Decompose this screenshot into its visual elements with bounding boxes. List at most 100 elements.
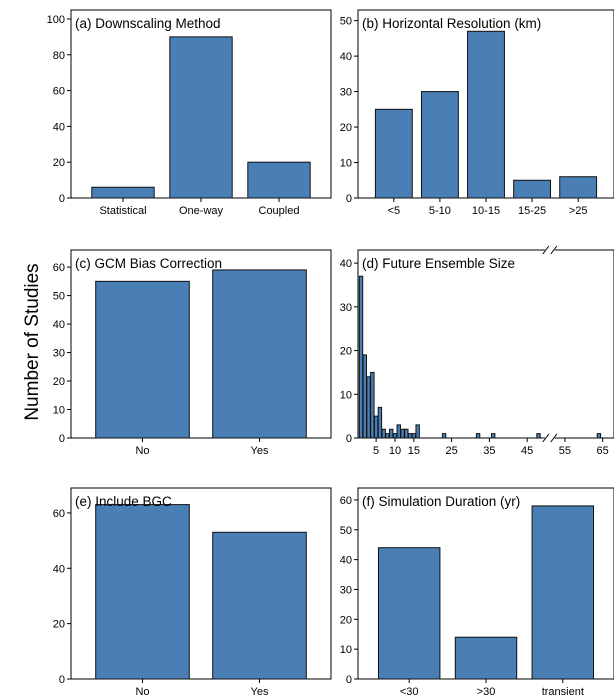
- y-tick-label: 50: [53, 291, 65, 303]
- bar: [377, 406, 383, 439]
- bar: [415, 424, 420, 439]
- y-tick-label: 30: [340, 584, 352, 596]
- bar: [374, 108, 413, 199]
- y-tick-label: 50: [340, 525, 352, 537]
- y-tick-label: 20: [53, 376, 65, 388]
- panel-a: 0 20 40 60 80 100 Statistical One-way Coupled (a)…: [47, 9, 332, 217]
- bar: [404, 428, 409, 439]
- bar: [467, 30, 505, 199]
- x-tick-label: transient: [542, 686, 584, 697]
- panel-title: (a) Downscaling Method: [75, 16, 221, 31]
- axis-break-mark: [550, 433, 558, 443]
- x-tick-label: 5: [373, 445, 379, 457]
- y-tick-label: 20: [340, 614, 352, 626]
- panel-e: 0 20 40 60 No Yes (e) Include BGC: [53, 487, 332, 697]
- y-tick-label: 60: [53, 508, 65, 520]
- axis-break-mark: [542, 433, 550, 443]
- bar: [358, 275, 364, 439]
- y-tick-label: 60: [53, 86, 65, 98]
- x-tick-label: 25: [446, 445, 458, 457]
- y-tick-label: 0: [59, 674, 65, 686]
- panel-frame: [70, 487, 332, 680]
- x-tick-label: 35: [483, 445, 495, 457]
- y-tick-label: 10: [340, 389, 352, 401]
- bar: [490, 433, 496, 439]
- y-tick-label: 30: [340, 87, 352, 99]
- y-tick-label: 10: [340, 644, 352, 656]
- x-tick-label: <30: [400, 686, 419, 697]
- bar: [370, 371, 375, 439]
- bar: [91, 186, 155, 199]
- x-tick-label: 10: [389, 445, 401, 457]
- bar: [596, 433, 602, 439]
- axis-break-gap: [544, 245, 555, 255]
- bar: [212, 269, 307, 439]
- bar: [381, 428, 386, 439]
- bar: [212, 531, 307, 680]
- bar: [373, 415, 379, 439]
- panel-frame: [70, 249, 332, 439]
- y-tick-label: 40: [53, 563, 65, 575]
- x-tick-label: Yes: [251, 686, 269, 697]
- panel-title: (e) Include BGC: [75, 494, 172, 509]
- panel-b: 0 10 20 30 40 50 <5 5-10 10-15 15-25 >25 (b) Horizo…: [340, 9, 614, 217]
- bar: [385, 433, 390, 439]
- axis-break-gap: [544, 433, 555, 443]
- x-tick-label: >30: [477, 686, 496, 697]
- panel-frame: [357, 249, 614, 439]
- bar: [536, 433, 541, 439]
- y-tick-label: 20: [340, 346, 352, 358]
- panel-title: (b) Horizontal Resolution (km): [362, 16, 541, 31]
- x-tick-label: >25: [569, 205, 588, 217]
- bar: [377, 547, 441, 680]
- y-tick-label: 80: [53, 50, 65, 62]
- bar: [531, 505, 595, 680]
- panel-title: (f) Simulation Duration (yr): [362, 494, 520, 509]
- x-tick-label: 15: [408, 445, 420, 457]
- panel-d: 0 10 20 30 40 5 10 15 25 35 45 55 65 (d) Future Ensem…: [340, 245, 614, 457]
- bar: [400, 428, 405, 439]
- bar: [389, 428, 394, 439]
- y-tick-label: 0: [59, 193, 65, 205]
- x-tick-label: 65: [597, 445, 609, 457]
- y-tick-label: 60: [53, 262, 65, 274]
- bar: [441, 433, 447, 439]
- x-tick-label: <5: [388, 205, 401, 217]
- y-tick-label: 60: [340, 495, 352, 507]
- bar: [392, 433, 398, 439]
- y-axis-label: Number of Studies: [22, 263, 43, 420]
- y-tick-label: 0: [346, 193, 352, 205]
- bar: [247, 161, 311, 199]
- bar: [407, 433, 413, 439]
- bar: [420, 91, 459, 199]
- y-tick-label: 10: [340, 158, 352, 170]
- x-tick-label: Yes: [251, 445, 269, 457]
- x-tick-label: 5-10: [429, 205, 451, 217]
- x-tick-label: 10-15: [472, 205, 500, 217]
- y-tick-label: 20: [53, 157, 65, 169]
- y-tick-label: 0: [59, 433, 65, 445]
- x-tick-label: Coupled: [259, 205, 300, 217]
- y-tick-label: 10: [53, 405, 65, 417]
- panel-f: 0 10 20 30 40 50 60 <30 >30 transient (f) Simulati…: [340, 487, 614, 697]
- y-tick-label: 0: [346, 433, 352, 445]
- panel-c: 0 10 20 30 40 50 60 No Yes (c) GCM Bias Correctio…: [53, 249, 332, 457]
- axis-break-mark: [542, 245, 550, 255]
- x-tick-label: No: [135, 445, 149, 457]
- panel-title: (d) Future Ensemble Size: [362, 256, 515, 271]
- x-tick-label: 15-25: [518, 205, 546, 217]
- bar: [366, 376, 371, 439]
- bar: [475, 433, 481, 439]
- bar: [411, 433, 417, 439]
- y-tick-label: 20: [340, 122, 352, 134]
- bar: [559, 176, 598, 199]
- y-tick-label: 40: [340, 51, 352, 63]
- bar: [362, 354, 367, 439]
- bar: [169, 36, 233, 199]
- x-tick-label: 55: [559, 445, 571, 457]
- bar: [95, 280, 190, 439]
- bar: [513, 179, 552, 199]
- bar: [454, 636, 518, 680]
- y-tick-label: 100: [47, 14, 65, 26]
